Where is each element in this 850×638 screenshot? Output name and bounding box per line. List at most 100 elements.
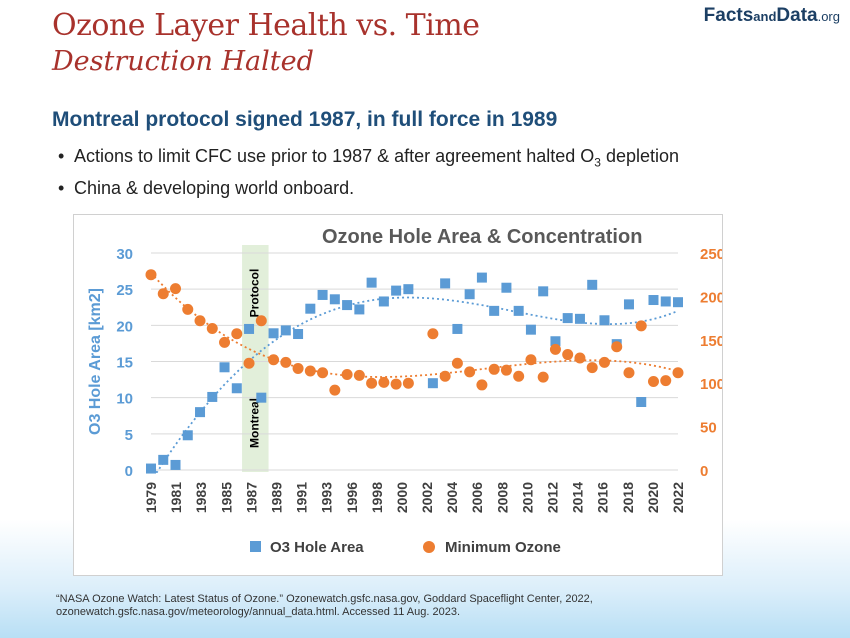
data-point-square xyxy=(293,329,304,340)
y-left-tick-label: 15 xyxy=(116,355,133,372)
data-point-circle xyxy=(562,349,574,361)
x-tick-label: 1998 xyxy=(369,482,385,513)
data-point-circle xyxy=(170,283,182,295)
bullet-text: Actions to limit CFC use prior to 1987 &… xyxy=(74,146,595,166)
legend-label: O3 Hole Area xyxy=(270,539,364,556)
data-point-square xyxy=(146,463,156,474)
bullet-subscript: 3 xyxy=(594,155,601,170)
data-point-circle xyxy=(611,341,623,353)
data-point-square xyxy=(280,325,291,336)
x-tick-label: 1985 xyxy=(218,482,234,513)
data-point-circle xyxy=(182,303,194,315)
data-point-circle xyxy=(255,315,267,327)
data-point-circle xyxy=(304,365,316,377)
data-point-square xyxy=(501,282,512,293)
data-point-circle xyxy=(537,371,549,383)
data-point-circle xyxy=(464,366,476,378)
data-point-square xyxy=(158,454,169,465)
data-point-circle xyxy=(500,364,512,376)
y-left-tick-label: 20 xyxy=(116,318,133,335)
data-point-circle xyxy=(194,315,206,327)
x-tick-label: 2018 xyxy=(620,482,636,513)
bullet-dot: • xyxy=(58,178,65,198)
citation-line: “NASA Ozone Watch: Latest Status of Ozon… xyxy=(56,593,593,605)
section-heading: Montreal protocol signed 1987, in full f… xyxy=(52,108,558,131)
data-point-square xyxy=(599,315,610,326)
data-point-square xyxy=(440,278,451,289)
bullet-dot: • xyxy=(58,146,65,166)
data-point-square xyxy=(244,323,255,334)
data-point-circle xyxy=(635,320,647,332)
data-point-circle xyxy=(157,288,169,300)
data-point-circle xyxy=(329,384,341,396)
ozone-chart: 0 5 10 15 20 25 30 0 50 100 150 200 250 1979 1981 1983 1… xyxy=(87,226,756,556)
data-point-square xyxy=(256,392,267,403)
x-tick-label: 1981 xyxy=(168,482,184,513)
data-point-circle xyxy=(525,354,537,366)
data-point-circle xyxy=(672,367,684,379)
data-point-circle xyxy=(366,377,378,389)
x-tick-label: 1987 xyxy=(243,482,259,513)
data-point-square xyxy=(342,300,353,311)
data-point-circle xyxy=(219,336,231,348)
data-point-circle xyxy=(451,357,463,369)
data-point-circle xyxy=(439,370,451,382)
y-left-axis-title: O3 Hole Area [km2] xyxy=(87,288,104,435)
data-point-circle xyxy=(586,362,598,374)
y-left-tick-label: 5 xyxy=(125,427,133,444)
data-point-square xyxy=(403,284,414,295)
y-right-tick-label: 50 xyxy=(700,420,717,437)
data-point-circle xyxy=(390,378,402,390)
data-point-square xyxy=(231,383,242,394)
x-tick-label: 2022 xyxy=(670,482,686,513)
x-tick-label: 2000 xyxy=(394,482,410,513)
legend-marker-square xyxy=(250,541,261,552)
data-point-circle xyxy=(378,376,390,388)
data-point-circle xyxy=(574,352,586,364)
data-point-square xyxy=(550,336,561,347)
chart-frame: 0 5 10 15 20 25 30 0 50 100 150 200 250 1979 1981 1983 1… xyxy=(73,214,756,576)
data-point-circle xyxy=(598,356,610,368)
data-point-square xyxy=(207,391,218,402)
x-tick-label: 2008 xyxy=(494,482,510,513)
x-tick-label: 2016 xyxy=(595,482,611,513)
x-tick-label: 1996 xyxy=(344,482,360,513)
data-point-square xyxy=(170,459,181,470)
x-tick-label: 2014 xyxy=(570,482,586,513)
y-right-tick-label: 250 xyxy=(700,246,722,263)
data-point-circle xyxy=(353,369,365,381)
x-tick-label: 2020 xyxy=(645,482,661,513)
data-point-square xyxy=(195,407,206,418)
data-point-circle xyxy=(623,367,635,379)
chart-title: Ozone Hole Area & Concentration xyxy=(322,226,642,248)
data-point-square xyxy=(660,296,671,307)
data-point-circle xyxy=(402,377,414,389)
y-left-tick-label: 10 xyxy=(116,391,133,408)
data-point-square xyxy=(525,324,536,335)
bullet-text: China & developing world onboard. xyxy=(74,178,355,198)
x-tick-label: 1991 xyxy=(294,482,310,513)
trendline xyxy=(150,272,679,378)
data-point-circle xyxy=(317,367,329,379)
x-tick-label: 2006 xyxy=(469,482,485,513)
y-left-tick-label: 25 xyxy=(116,282,133,299)
x-tick-label: 1983 xyxy=(193,482,209,513)
data-point-circle xyxy=(145,269,157,281)
bullet-item: • China & developing world onboard. xyxy=(58,178,354,199)
citation-line: ozonewatch.gsfc.nasa.gov/meteorology/ann… xyxy=(56,606,461,618)
data-point-circle xyxy=(647,375,659,387)
data-point-square xyxy=(489,305,500,316)
data-point-circle xyxy=(488,363,500,375)
data-point-circle xyxy=(231,328,243,340)
data-point-circle xyxy=(341,369,353,381)
slide-subtitle: Destruction Halted xyxy=(52,46,314,77)
brand-part-org: .org xyxy=(817,9,840,24)
data-point-square xyxy=(587,279,598,290)
y-right-tick-label: 0 xyxy=(700,463,708,480)
y-left-tick-label: 30 xyxy=(116,246,133,263)
data-point-circle xyxy=(549,343,561,355)
data-point-circle xyxy=(268,354,280,366)
y-right-tick-label: 100 xyxy=(700,376,722,393)
citation: “NASA Ozone Watch: Latest Status of Ozon… xyxy=(56,593,816,619)
